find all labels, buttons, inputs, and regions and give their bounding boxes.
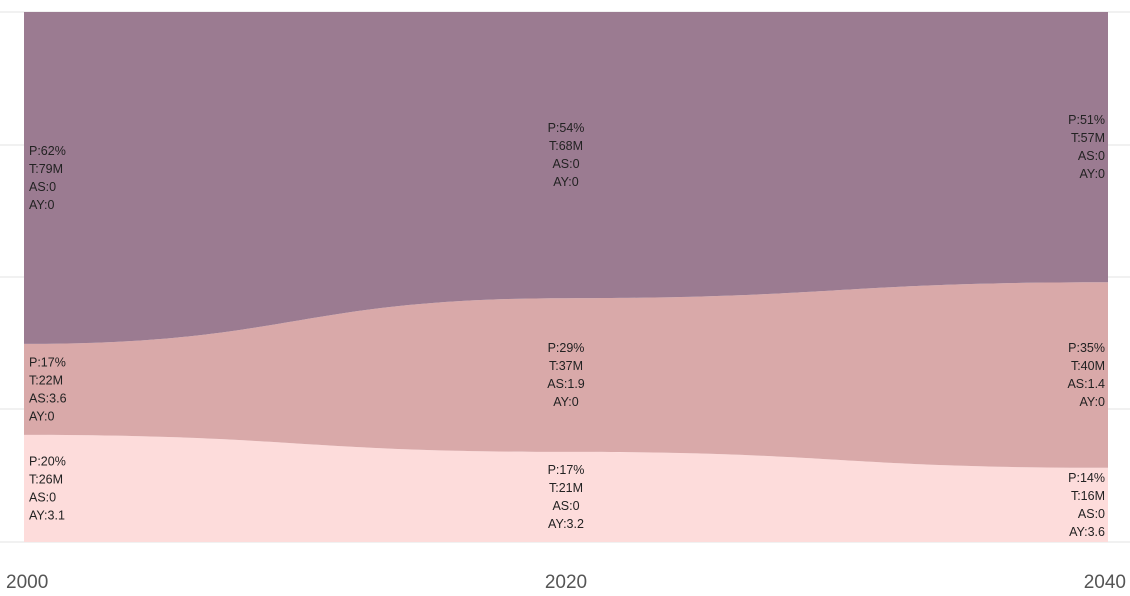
data-label-s0-x1-l1: T:21M — [549, 481, 583, 495]
data-label-s2-x2-l3: AY:0 — [1080, 167, 1106, 181]
area-series — [24, 12, 1108, 542]
data-label-s2-x2-l1: T:57M — [1071, 131, 1105, 145]
data-label-s2-x1-l3: AY:0 — [553, 175, 579, 189]
data-label-s0-x0-l2: AS:0 — [29, 490, 56, 504]
data-label-s0-x1-l0: P:17% — [548, 463, 585, 477]
data-label-s0-x1-l2: AS:0 — [552, 499, 579, 513]
data-label-s2-x2-l0: P:51% — [1068, 113, 1105, 127]
data-label-s2-x2-l2: AS:0 — [1078, 149, 1105, 163]
data-label-s1-x2-l0: P:35% — [1068, 341, 1105, 355]
data-label-s1-x0-l2: AS:3.6 — [29, 391, 67, 405]
data-label-s1-x1-l0: P:29% — [548, 341, 585, 355]
data-label-s2-x0-l3: AY:0 — [29, 198, 55, 212]
data-label-s1-x2-l1: T:40M — [1071, 359, 1105, 373]
data-label-s0-x0-l0: P:20% — [29, 454, 66, 468]
data-label-s0-x1-l3: AY:3.2 — [548, 517, 584, 531]
area-series-2 — [24, 12, 1108, 344]
data-label-s0-x0-l3: AY:3.1 — [29, 508, 65, 522]
data-label-s1-x1-l3: AY:0 — [553, 395, 579, 409]
data-label-s2-x1-l1: T:68M — [549, 139, 583, 153]
data-label-s1-x2-l3: AY:0 — [1080, 395, 1106, 409]
area-series-1 — [24, 282, 1108, 468]
data-label-s2-x0-l0: P:62% — [29, 144, 66, 158]
data-label-s1-x1-l2: AS:1.9 — [547, 377, 585, 391]
data-label-s0-x2-l0: P:14% — [1068, 471, 1105, 485]
data-label-s2-x0-l1: T:79M — [29, 162, 63, 176]
data-label-s0-x2-l1: T:16M — [1071, 489, 1105, 503]
data-labels: P:20% T:26M AS:0 AY:3.1 P:17% T:21M AS:0 AY:3.2… — [29, 113, 1105, 539]
data-label-s1-x1-l1: T:37M — [549, 359, 583, 373]
x-tick-label-2020: 2020 — [545, 572, 587, 593]
x-tick-label-2000: 2000 — [6, 572, 48, 593]
data-label-s1-x0-l1: T:22M — [29, 373, 63, 387]
data-label-s0-x2-l2: AS:0 — [1078, 507, 1105, 521]
x-axis-ticks: 2000 2020 2040 — [6, 572, 1126, 593]
data-label-s2-x0-l2: AS:0 — [29, 180, 56, 194]
area-series-0 — [24, 434, 1108, 542]
data-label-s0-x0-l1: T:26M — [29, 472, 63, 486]
data-label-s1-x2-l2: AS:1.4 — [1067, 377, 1105, 391]
data-label-s0-x2-l3: AY:3.6 — [1069, 525, 1105, 539]
data-label-s1-x0-l3: AY:0 — [29, 409, 55, 423]
data-label-s2-x1-l0: P:54% — [548, 121, 585, 135]
data-label-s2-x1-l2: AS:0 — [552, 157, 579, 171]
x-tick-label-2040: 2040 — [1084, 572, 1126, 593]
data-label-s1-x0-l0: P:17% — [29, 355, 66, 369]
